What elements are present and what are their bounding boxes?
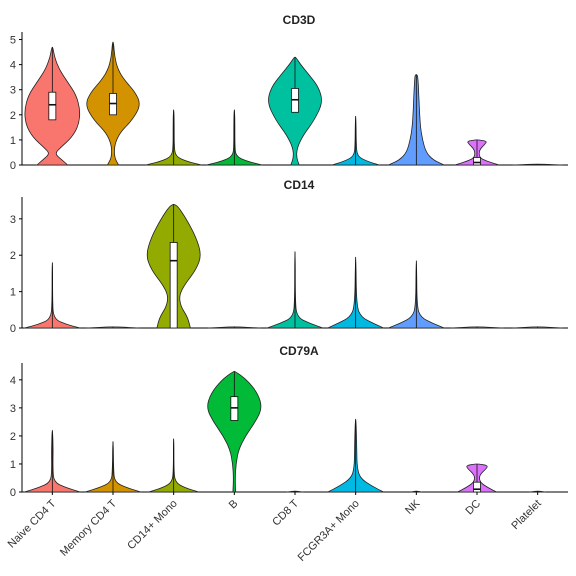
y-tick-label: 4 (10, 375, 16, 387)
y-tick-label: 3 (10, 85, 16, 97)
x-tick-label-dc: DC (463, 498, 483, 518)
violin-box (169, 242, 178, 329)
x-tick-label-memory-cd4-t: Memory CD4 T (58, 497, 119, 558)
panel-cd79a: CD79A 0 1 2 3 4 (10, 344, 568, 499)
x-tick-label-naive-cd4-t: Naive CD4 T (6, 497, 59, 550)
y-tick-label: 3 (10, 403, 16, 415)
y-tick-label: 0 (10, 487, 16, 499)
x-tick-label-fcgr3a-mono: FCGR3A+ Mono (296, 498, 362, 564)
panel-title: CD3D (283, 13, 316, 27)
panel-cd3d: CD3D 0 1 2 3 4 5 (10, 13, 568, 172)
violin-box (473, 481, 481, 493)
y-tick-label: 0 (10, 323, 16, 335)
y-tick-label: 3 (10, 214, 16, 226)
y-tick-label: 2 (10, 250, 16, 262)
x-tick-label-b: B (227, 498, 241, 512)
y-tick-label: 1 (10, 287, 16, 299)
y-tick-label: 0 (10, 160, 16, 172)
panel-title: CD14 (284, 178, 315, 192)
violin-box (48, 91, 57, 121)
y-tick-label: 4 (10, 60, 16, 72)
violin-b (207, 370, 262, 493)
y-tick-label: 1 (10, 135, 16, 147)
y-tick-label: 1 (10, 459, 16, 471)
x-tick-label-cd14-mono: CD14+ Mono (125, 498, 180, 553)
x-tick-label-cd8-t: CD8 T (270, 497, 301, 528)
y-tick-label: 2 (10, 431, 16, 443)
x-tick-label-platelet: Platelet (509, 498, 543, 532)
panel-cd14: CD14 0 1 2 3 (10, 178, 568, 335)
y-tick-label: 2 (10, 110, 16, 122)
panel-title: CD79A (279, 344, 319, 358)
violin-box (473, 157, 481, 166)
y-tick-label: 5 (10, 35, 16, 47)
x-tick-label-nk: NK (403, 497, 423, 517)
